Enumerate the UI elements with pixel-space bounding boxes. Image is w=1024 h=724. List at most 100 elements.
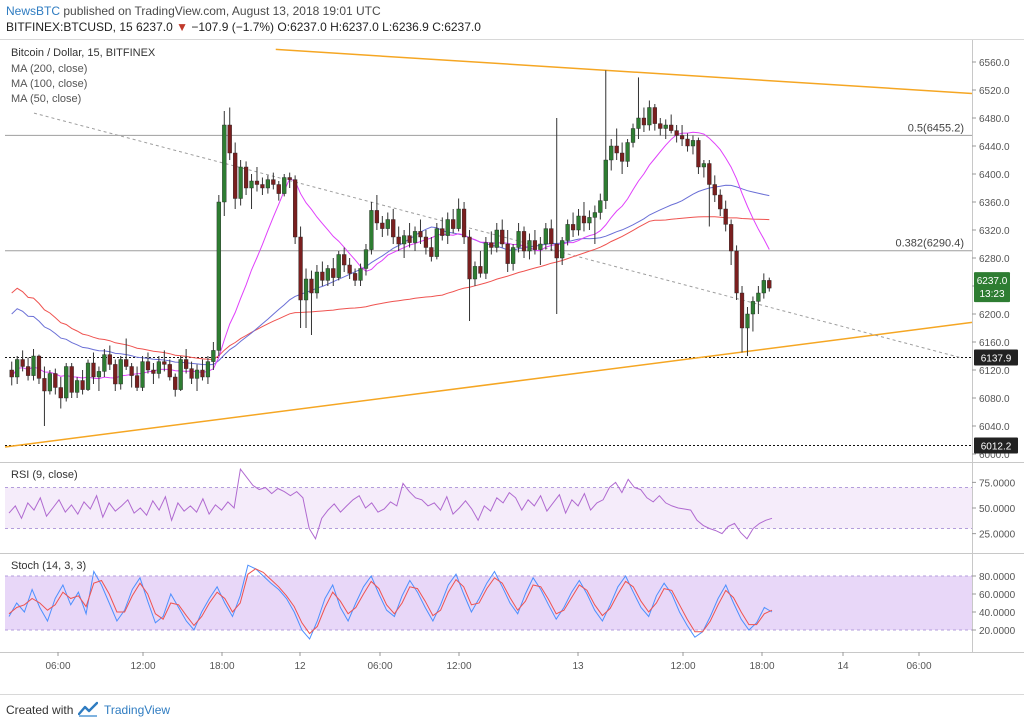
candle-up — [456, 208, 461, 229]
chart-area[interactable]: 6560.0 6520.0 6480.0 6440.0 6400.0 6360.0 6320… — [0, 40, 1024, 694]
candle-down — [440, 228, 445, 236]
candle-down — [505, 243, 510, 264]
oscillator-band — [5, 576, 972, 630]
candle-down — [347, 264, 352, 274]
upper-trendline — [275, 48, 973, 95]
current-price-label: 6237.0 — [977, 276, 1008, 287]
support-level-tag — [974, 437, 1018, 454]
candle-down — [674, 130, 679, 136]
fib-level-label: 0.5(6455.2) — [908, 122, 964, 134]
candle-up — [750, 301, 756, 315]
time-tick-label: 12:00 — [446, 661, 471, 672]
candle-down — [407, 235, 412, 243]
oscillator-tick-label: 60.0000 — [979, 590, 1016, 601]
candle-down — [271, 179, 276, 185]
candle-down — [25, 366, 31, 376]
candle-up — [156, 361, 161, 374]
support-level-tag — [974, 349, 1018, 366]
candle-down — [739, 292, 745, 329]
ma100-line — [11, 184, 770, 366]
publish-info: NewsBTC published on TradingView.com, Au… — [6, 4, 381, 18]
candle-down — [254, 180, 260, 185]
candle-up — [560, 240, 565, 259]
time-tick-label: 12 — [294, 661, 306, 672]
candle-up — [592, 212, 597, 218]
oscillator-tick-label: 80.0000 — [979, 572, 1016, 583]
candle-down — [298, 236, 303, 301]
candle-down — [293, 179, 298, 238]
candle-up — [636, 117, 641, 129]
candle-down — [189, 368, 194, 379]
candle-down — [352, 273, 358, 281]
price-tick-label: 6160.0 — [979, 338, 1010, 349]
candle-down — [685, 138, 690, 147]
candle-down — [734, 250, 739, 294]
time-tick-label: 18:00 — [749, 661, 774, 672]
published-text: published on TradingView.com, August 13,… — [63, 4, 381, 18]
candle-up — [543, 228, 548, 245]
chart-svg[interactable]: 6560.0 6520.0 6480.0 6440.0 6400.0 6360.0 6320… — [0, 40, 1024, 694]
price-tick-label: 6080.0 — [979, 394, 1010, 405]
candle-up — [96, 371, 102, 378]
support-level-tag-label: 6137.9 — [981, 353, 1012, 364]
tradingview-brand[interactable]: TradingView — [104, 703, 171, 717]
candle-down — [276, 184, 281, 194]
ma50-line — [11, 131, 770, 380]
oscillator-tick-label: 25.0000 — [979, 530, 1016, 541]
candle-up — [216, 201, 221, 351]
candle-up — [314, 271, 320, 294]
price-tick-label: 6400.0 — [979, 170, 1010, 181]
candle-up — [85, 362, 91, 390]
candle-up — [761, 280, 766, 294]
candle-up — [282, 177, 287, 194]
candle-down — [521, 231, 527, 252]
candle-down — [80, 380, 85, 390]
candle-up — [265, 179, 270, 189]
candle-down — [532, 240, 538, 250]
time-tick-label: 12:00 — [670, 661, 695, 672]
candle-down — [42, 378, 47, 392]
price-tick-label: 6040.0 — [979, 422, 1010, 433]
candle-down — [151, 369, 156, 374]
candle-down — [696, 140, 701, 168]
candle-up — [102, 354, 107, 372]
candle-up — [140, 361, 145, 388]
candle-down — [712, 184, 717, 196]
oscillator-band — [5, 487, 972, 529]
candle-up — [527, 240, 532, 252]
candle-down — [614, 145, 619, 154]
price-tick-label: 6360.0 — [979, 198, 1010, 209]
candle-down — [374, 210, 379, 224]
candle-up — [238, 166, 243, 199]
candle-down — [418, 231, 423, 238]
chart-title: Bitcoin / Dollar, 15, BITFINEX — [11, 47, 156, 59]
candle-up — [118, 359, 123, 385]
candle-down — [287, 177, 292, 180]
candle-down — [396, 236, 401, 245]
oscillator-tick-label: 75.0000 — [979, 478, 1016, 489]
candle-down — [53, 373, 58, 388]
candle-up — [609, 145, 614, 161]
publisher-name[interactable]: NewsBTC — [6, 4, 61, 18]
symbol-info: BITFINEX:BTCUSD, 15 6237.0 ▼ −107.9 (−1.… — [6, 20, 481, 34]
tradingview-logo-icon[interactable] — [78, 700, 98, 718]
candle-up — [647, 107, 652, 126]
candle-up — [538, 243, 543, 250]
candle-up — [756, 292, 761, 302]
candle-down — [233, 152, 238, 199]
ma-legend-entry: MA (50, close) — [11, 93, 81, 105]
candle-up — [412, 231, 418, 243]
candle-down — [423, 236, 429, 248]
candle-down — [641, 117, 647, 126]
price-tick-label: 6320.0 — [979, 226, 1010, 237]
candle-up — [587, 217, 592, 224]
candle-up — [701, 163, 706, 168]
time-tick-label: 13 — [572, 661, 584, 672]
candle-down — [500, 229, 505, 245]
candle-up — [222, 124, 227, 203]
price-tick-label: 6480.0 — [979, 114, 1010, 125]
candle-down — [478, 266, 483, 274]
candle-down — [652, 107, 657, 124]
price-tick-label: 6280.0 — [979, 254, 1010, 265]
candle-up — [369, 210, 374, 250]
